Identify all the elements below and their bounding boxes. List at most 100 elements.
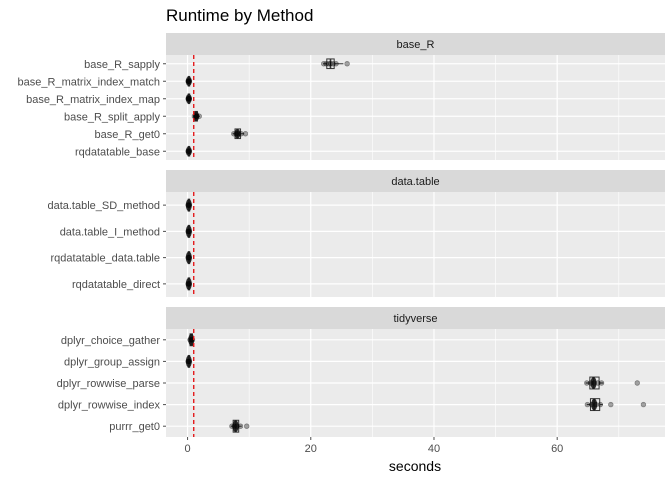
violin-shape: [185, 355, 192, 368]
violin-shape: [185, 251, 192, 264]
data-point: [588, 401, 595, 408]
data-point: [186, 148, 193, 154]
violin-shape: [185, 199, 192, 212]
y-tick-label: dplyr_rowwise_parse: [57, 378, 160, 390]
facet-strip-label: tidyverse: [393, 313, 437, 325]
data-point: [185, 78, 191, 84]
data-point: [186, 78, 192, 84]
violin-shape: [232, 420, 239, 433]
x-tick-label: 0: [184, 443, 190, 455]
violin-shape: [185, 93, 192, 104]
data-point: [640, 401, 647, 408]
data-point: [196, 113, 202, 119]
data-point: [595, 380, 601, 386]
data-point: [186, 96, 192, 102]
data-point: [186, 202, 192, 208]
facet-strip: [166, 307, 665, 329]
data-point: [597, 401, 604, 408]
panel-background: [166, 192, 665, 297]
data-point: [186, 78, 193, 84]
x-axis-title: seconds: [389, 458, 441, 474]
data-point: [186, 254, 193, 261]
x-axis: 0 20 40 60: [184, 437, 563, 455]
data-point: [185, 148, 191, 154]
violin-shape: [591, 398, 598, 411]
data-point: [186, 96, 193, 102]
y-tick-label: base_R_sapply: [84, 59, 160, 71]
y-tick-label: base_R_matrix_index_map: [26, 94, 160, 106]
data-point: [186, 254, 192, 261]
data-point: [229, 423, 235, 429]
violin-shape: [185, 277, 192, 290]
data-point: [186, 78, 192, 84]
y-tick-label: base_R_matrix_index_match: [18, 76, 160, 88]
panel-background: [166, 55, 665, 160]
data-point: [584, 401, 591, 408]
y-tick-label: purrr_get0: [109, 421, 160, 433]
data-point: [185, 228, 191, 235]
data-point: [234, 423, 240, 429]
box: [589, 376, 600, 390]
violin-shape: [590, 377, 597, 389]
y-tick-label: rqdatatable_data.table: [51, 253, 160, 265]
data-point: [187, 337, 193, 343]
y-tick-label: rqdatatable_direct: [72, 279, 160, 291]
data-point: [186, 96, 192, 102]
data-point: [634, 380, 640, 386]
data-point: [591, 380, 597, 386]
data-point: [231, 131, 237, 137]
y-tick-label: data.table_SD_method: [47, 200, 160, 212]
facet-data-table: data.table data.table_SD_method data.table…: [47, 170, 665, 297]
facet-base-r: base_R base_R_sapply base_R_matrix_index_m…: [18, 33, 665, 160]
data-point: [194, 113, 200, 119]
data-point: [186, 281, 192, 287]
x-tick-label: 40: [428, 443, 440, 455]
y-tick-label: rqdatatable_base: [75, 146, 160, 158]
facet-tidyverse: tidyverse dplyr_choice_gather dplyr_group_…: [57, 307, 665, 437]
data-point: [186, 148, 192, 154]
x-tick-label: 60: [551, 443, 563, 455]
data-point: [344, 61, 350, 67]
violin-shape: [193, 111, 200, 122]
violin-shape: [188, 333, 195, 346]
data-point: [186, 281, 193, 287]
data-point: [584, 380, 590, 386]
data-point: [237, 423, 244, 429]
facet-panels: base_R base_R_sapply base_R_matrix_index_m…: [18, 33, 665, 437]
data-point: [231, 423, 238, 429]
data-point: [185, 358, 191, 365]
facet-strip-label: data.table: [391, 176, 439, 188]
violin-shape: [234, 128, 241, 139]
data-point: [598, 380, 605, 386]
data-point: [327, 61, 334, 67]
violin-shape: [185, 76, 192, 87]
facet-strip-label: base_R: [397, 39, 435, 51]
box: [589, 398, 601, 412]
y-tick-label: dplyr_rowwise_index: [58, 400, 161, 412]
data-point: [235, 131, 241, 137]
data-point: [192, 113, 199, 119]
data-point: [333, 61, 339, 67]
data-point: [608, 401, 614, 408]
data-point: [593, 401, 599, 408]
data-point: [325, 61, 332, 67]
facet-strip: [166, 33, 665, 55]
data-point: [186, 358, 192, 365]
data-point: [242, 131, 249, 137]
data-point: [244, 423, 250, 429]
y-tick-label: dplyr_group_assign: [64, 356, 160, 368]
violin-shape: [185, 146, 192, 157]
data-point: [330, 61, 336, 67]
data-point: [321, 61, 327, 67]
data-point: [185, 96, 191, 102]
x-tick-label: 20: [305, 443, 317, 455]
y-tick-label: base_R_split_apply: [64, 111, 161, 123]
data-point: [186, 228, 193, 235]
data-point: [323, 61, 329, 67]
data-point: [186, 358, 193, 365]
y-tick-label: data.table_I_method: [60, 226, 160, 238]
facet-strip: [166, 170, 665, 192]
violin-shape: [185, 225, 192, 238]
y-tick-label: dplyr_choice_gather: [61, 335, 160, 347]
